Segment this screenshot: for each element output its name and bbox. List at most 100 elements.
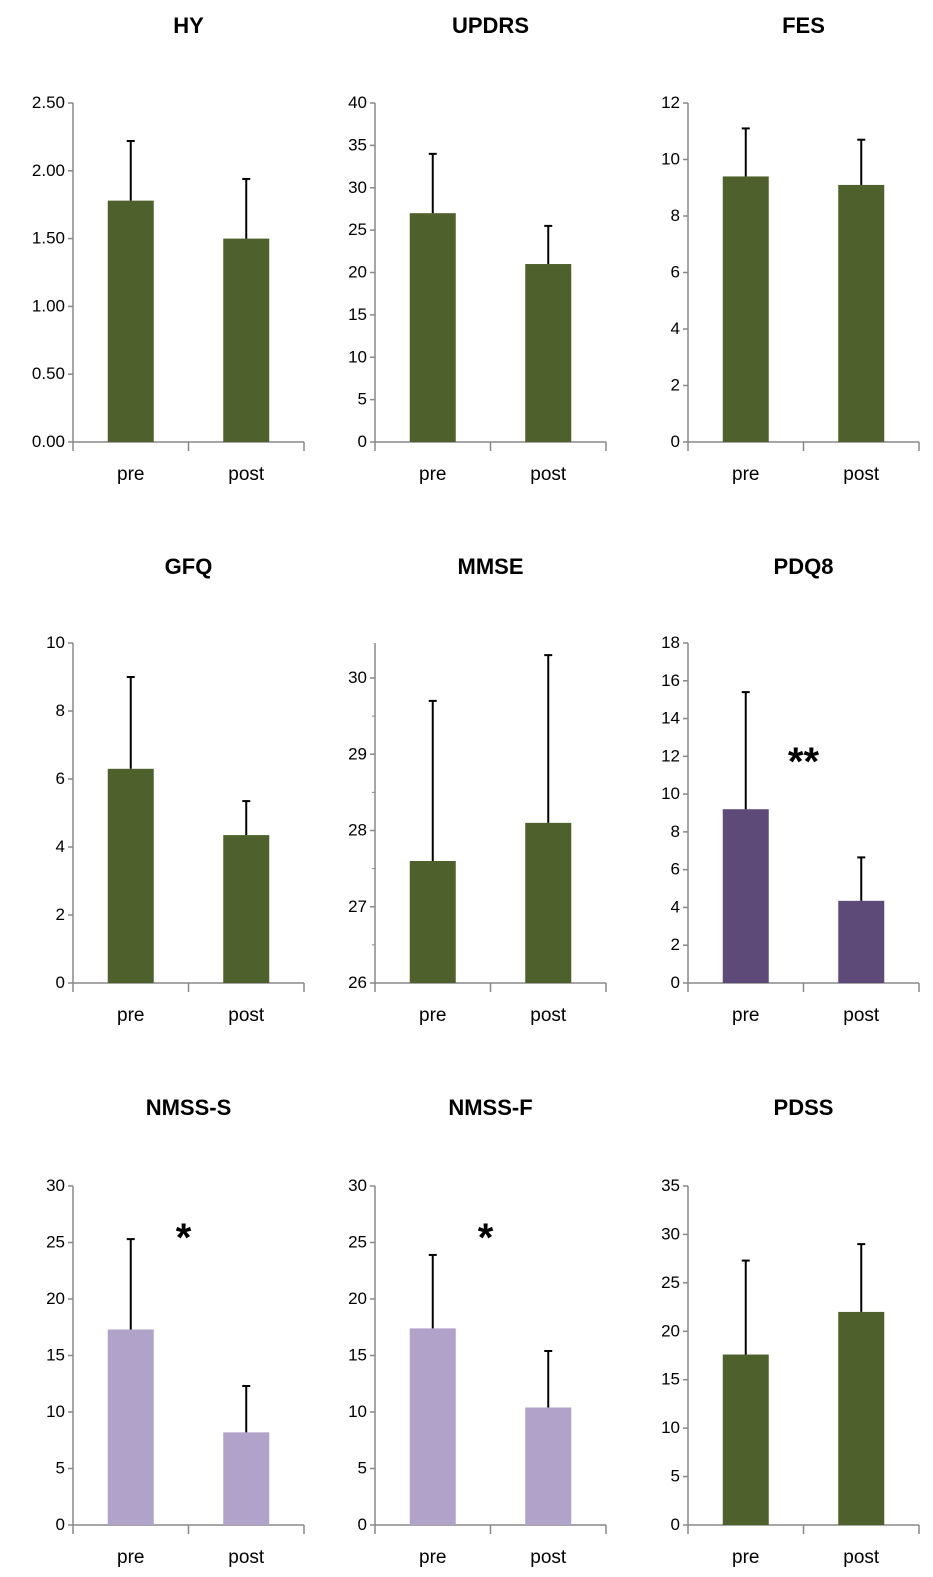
y-tick-label: 4 [671, 897, 680, 916]
y-tick-label: 30 [348, 668, 367, 687]
y-tick-label: 2 [671, 935, 680, 954]
category-label: post [843, 1547, 880, 1568]
significance-marker: ** [788, 740, 820, 784]
category-label: post [530, 464, 567, 485]
y-tick-label: 2.50 [32, 93, 65, 112]
y-tick-label: 25 [348, 1233, 367, 1252]
y-tick-label: 10 [661, 150, 680, 169]
category-label: post [228, 1547, 265, 1568]
y-tick-label: 0 [358, 1515, 367, 1534]
y-tick-label: 20 [46, 1289, 65, 1308]
chart-title: MMSE [458, 554, 524, 579]
category-label: pre [117, 1547, 144, 1568]
y-tick-label: 10 [46, 1402, 65, 1421]
y-tick-label: 20 [348, 263, 367, 282]
category-label: pre [732, 1547, 759, 1568]
y-tick-label: 6 [671, 263, 680, 282]
y-tick-label: 5 [358, 1459, 367, 1478]
chart-nmss-s: NMSS-S 0 5 10 15 20 25 30 pre post * [46, 1095, 305, 1568]
y-tick-label: 5 [56, 1459, 65, 1478]
chart-title: FES [782, 13, 825, 38]
bar-pre [107, 1329, 154, 1525]
bar-post [838, 184, 885, 443]
y-tick-label: 15 [348, 305, 367, 324]
y-tick-label: 20 [348, 1289, 367, 1308]
bar-pre [722, 1354, 769, 1525]
y-tick-label: 0 [56, 1515, 65, 1534]
chart-pdss: PDSS 0 5 10 15 20 25 30 35 pre post [661, 1095, 920, 1568]
y-tick-label: 5 [671, 1467, 680, 1486]
y-tick-label: 27 [348, 897, 367, 916]
y-tick-label: 15 [661, 1370, 680, 1389]
bar-post [525, 822, 572, 983]
y-tick-label: 12 [661, 746, 680, 765]
category-label: post [530, 1005, 567, 1026]
y-tick-label: 26 [348, 973, 367, 992]
chart-fes: FES 0 2 4 6 8 10 12 pre post [661, 13, 920, 485]
significance-marker: * [478, 1216, 494, 1260]
category-label: pre [419, 1547, 446, 1568]
y-tick-label: 10 [661, 1418, 680, 1437]
bar-pre [107, 200, 154, 442]
chart-title: HY [173, 13, 204, 38]
y-tick-label: 4 [56, 837, 65, 856]
chart-title: PDSS [774, 1095, 834, 1120]
y-tick-label: 30 [46, 1176, 65, 1195]
chart-title: NMSS-F [448, 1095, 532, 1120]
category-label: post [228, 1005, 265, 1026]
chart-updrs: UPDRS 0 5 10 15 20 25 30 35 40 pre post [348, 13, 607, 485]
chart-pdq8: PDQ8 0 2 4 6 8 10 12 14 16 18 pre post ** [661, 554, 920, 1026]
chart-gfq: GFQ 0 2 4 6 8 10 pre post [46, 554, 305, 1026]
y-tick-label: 28 [348, 821, 367, 840]
category-label: pre [419, 1005, 446, 1026]
bar-pre [409, 1328, 456, 1525]
y-tick-label: 0.50 [32, 364, 65, 383]
y-tick-label: 0.00 [32, 432, 65, 451]
chart-title: GFQ [165, 554, 213, 579]
y-tick-label: 2 [671, 376, 680, 395]
chart-title: UPDRS [452, 13, 529, 38]
y-tick-label: 0 [358, 432, 367, 451]
y-tick-label: 0 [671, 1515, 680, 1534]
y-tick-label: 30 [348, 178, 367, 197]
bar-post [838, 900, 885, 983]
y-tick-label: 15 [46, 1346, 65, 1365]
y-tick-label: 6 [56, 769, 65, 788]
y-tick-label: 6 [671, 860, 680, 879]
y-tick-label: 40 [348, 93, 367, 112]
category-label: pre [732, 464, 759, 485]
y-tick-label: 14 [661, 709, 680, 728]
y-tick-label: 25 [46, 1233, 65, 1252]
chart-hy: HY 0.00 0.50 1.00 1.50 2.00 2.50 pre post [32, 13, 305, 485]
y-tick-label: 12 [661, 93, 680, 112]
y-tick-label: 1.00 [32, 296, 65, 315]
bar-post [223, 1432, 270, 1525]
y-tick-label: 10 [46, 633, 65, 652]
y-tick-label: 8 [671, 822, 680, 841]
category-label: pre [117, 1005, 144, 1026]
y-tick-label: 25 [661, 1273, 680, 1292]
category-label: pre [419, 464, 446, 485]
y-tick-label: 2.00 [32, 161, 65, 180]
y-tick-label: 29 [348, 744, 367, 763]
y-tick-label: 20 [661, 1321, 680, 1340]
bar-post [223, 238, 270, 442]
bar-post [838, 1311, 885, 1525]
y-tick-label: 8 [56, 701, 65, 720]
category-label: post [843, 464, 880, 485]
y-tick-label: 4 [671, 319, 680, 338]
y-tick-label: 8 [671, 206, 680, 225]
bar-pre [107, 768, 154, 983]
category-label: pre [732, 1005, 759, 1026]
chart-mmse: MMSE 26 27 28 29 30 pre post [348, 554, 607, 1026]
bar-post [525, 1407, 572, 1525]
bar-pre [409, 213, 456, 442]
category-label: post [228, 464, 265, 485]
y-tick-label: 0 [56, 973, 65, 992]
category-label: pre [117, 464, 144, 485]
bar-pre [722, 809, 769, 983]
y-tick-label: 0 [671, 973, 680, 992]
y-tick-label: 30 [348, 1176, 367, 1195]
chart-title: NMSS-S [146, 1095, 232, 1120]
